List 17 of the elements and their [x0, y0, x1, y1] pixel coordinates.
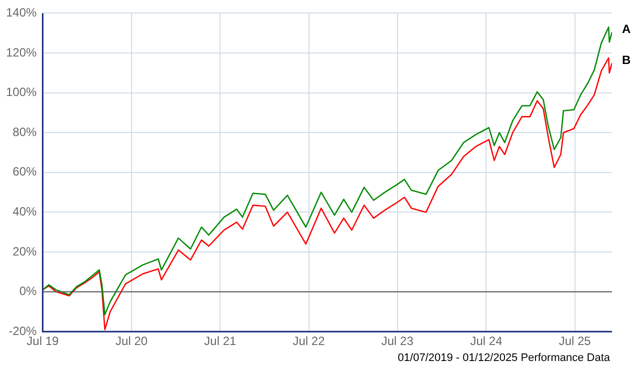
y-tick-label: 40% — [12, 204, 38, 219]
x-tick-label: Jul 25 — [558, 334, 592, 348]
series-label: B — [622, 52, 631, 67]
x-tick-label: Jul 23 — [381, 334, 414, 348]
x-tick-label: Jul 21 — [204, 334, 236, 348]
x-tick-label: Jul 20 — [116, 334, 148, 348]
series-label: A — [622, 22, 631, 36]
y-tick-label: 100% — [6, 85, 38, 100]
y-tick-label: 140% — [6, 6, 38, 20]
y-tick-label: 20% — [12, 244, 38, 258]
y-tick-label: 60% — [12, 164, 38, 179]
y-tick-label: 0% — [19, 284, 38, 298]
x-tick-label: Jul 22 — [292, 334, 326, 348]
y-tick-label: 120% — [6, 45, 38, 60]
y-tick-label: 80% — [12, 124, 38, 139]
text: 01/07/2019 - 01/12/2025 Performance Data — [398, 352, 610, 364]
x-tick-label: Jul 24 — [470, 334, 503, 348]
